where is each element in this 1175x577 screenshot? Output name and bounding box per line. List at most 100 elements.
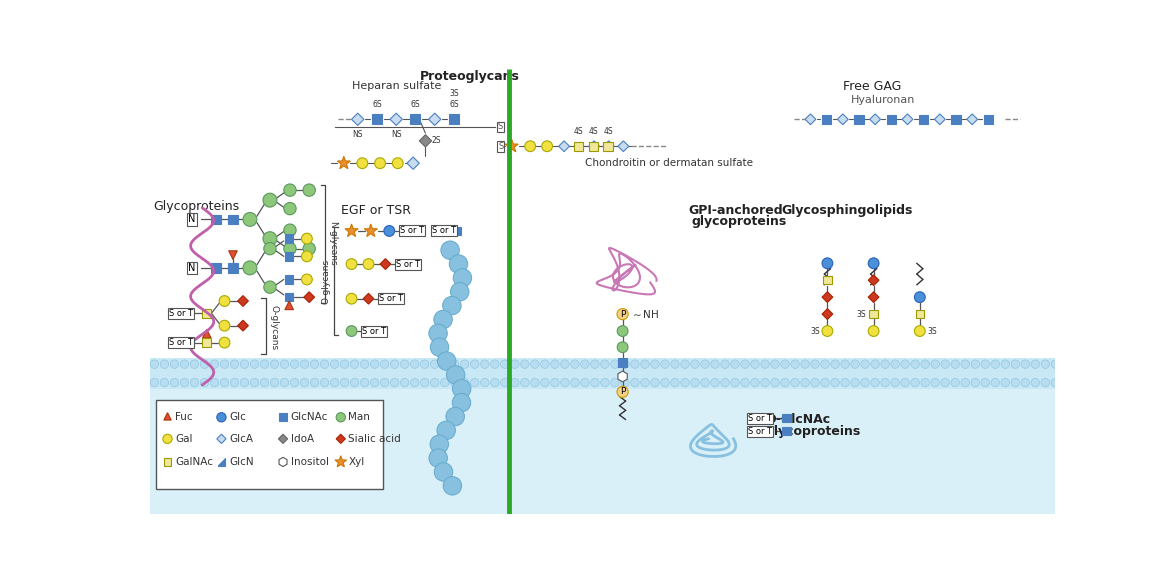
Circle shape bbox=[170, 360, 179, 368]
Circle shape bbox=[429, 324, 448, 343]
Text: N: N bbox=[188, 215, 196, 224]
Polygon shape bbox=[934, 114, 945, 125]
Text: Inositol: Inositol bbox=[290, 457, 329, 467]
Circle shape bbox=[302, 251, 313, 262]
Circle shape bbox=[521, 360, 529, 368]
Circle shape bbox=[441, 360, 449, 368]
Circle shape bbox=[617, 325, 627, 336]
Text: 6S: 6S bbox=[372, 99, 382, 108]
Bar bbox=[822, 115, 831, 124]
Circle shape bbox=[347, 258, 357, 269]
Circle shape bbox=[210, 379, 219, 387]
Text: S or T: S or T bbox=[396, 260, 419, 268]
Bar bbox=[854, 115, 864, 124]
Circle shape bbox=[1001, 360, 1009, 368]
Circle shape bbox=[511, 360, 519, 368]
Circle shape bbox=[301, 360, 309, 368]
Circle shape bbox=[303, 184, 315, 196]
Circle shape bbox=[631, 360, 639, 368]
Circle shape bbox=[220, 379, 229, 387]
Text: O-glycans: O-glycans bbox=[322, 258, 331, 304]
Polygon shape bbox=[618, 371, 627, 382]
Circle shape bbox=[611, 360, 619, 368]
Circle shape bbox=[1041, 360, 1049, 368]
Circle shape bbox=[631, 379, 639, 387]
Circle shape bbox=[449, 255, 468, 273]
Circle shape bbox=[700, 360, 710, 368]
Text: 3S: 3S bbox=[927, 327, 936, 336]
Text: P: P bbox=[620, 310, 625, 319]
Circle shape bbox=[461, 360, 469, 368]
Circle shape bbox=[851, 360, 859, 368]
Circle shape bbox=[281, 360, 289, 368]
Text: Gal: Gal bbox=[175, 434, 193, 444]
Circle shape bbox=[801, 360, 810, 368]
Circle shape bbox=[401, 360, 409, 368]
Circle shape bbox=[1010, 360, 1020, 368]
Circle shape bbox=[284, 242, 296, 255]
Circle shape bbox=[831, 379, 839, 387]
Circle shape bbox=[220, 360, 229, 368]
Circle shape bbox=[281, 379, 289, 387]
Circle shape bbox=[430, 338, 449, 357]
Text: Fuc: Fuc bbox=[175, 413, 193, 422]
Circle shape bbox=[751, 379, 759, 387]
Bar bbox=[983, 115, 993, 124]
Circle shape bbox=[771, 379, 779, 387]
Bar bbox=[919, 115, 928, 124]
Text: EGF or TSR: EGF or TSR bbox=[341, 204, 411, 216]
Polygon shape bbox=[967, 114, 978, 125]
Circle shape bbox=[971, 360, 980, 368]
Circle shape bbox=[290, 379, 298, 387]
Circle shape bbox=[1021, 379, 1029, 387]
Circle shape bbox=[560, 360, 569, 368]
Circle shape bbox=[240, 379, 249, 387]
Circle shape bbox=[660, 379, 670, 387]
Text: S: S bbox=[498, 142, 504, 151]
Circle shape bbox=[435, 463, 452, 481]
Circle shape bbox=[446, 366, 465, 384]
Circle shape bbox=[219, 337, 230, 348]
Text: 3S: 3S bbox=[857, 310, 866, 319]
Circle shape bbox=[891, 379, 899, 387]
Text: Glc: Glc bbox=[229, 413, 246, 422]
Circle shape bbox=[434, 310, 452, 329]
Circle shape bbox=[452, 380, 471, 398]
Circle shape bbox=[180, 379, 189, 387]
Bar bbox=[915, 310, 924, 319]
Text: GlcN: GlcN bbox=[229, 457, 254, 467]
Circle shape bbox=[881, 360, 889, 368]
Text: S or T: S or T bbox=[168, 338, 193, 347]
Text: glycoproteins: glycoproteins bbox=[766, 425, 861, 437]
Text: IdoA: IdoA bbox=[290, 434, 314, 444]
Circle shape bbox=[250, 360, 258, 368]
Text: P: P bbox=[620, 387, 625, 396]
Bar bbox=[217, 458, 226, 466]
Circle shape bbox=[250, 379, 258, 387]
Circle shape bbox=[841, 360, 850, 368]
Circle shape bbox=[200, 379, 209, 387]
Circle shape bbox=[1032, 360, 1040, 368]
Circle shape bbox=[410, 360, 419, 368]
Bar bbox=[228, 215, 237, 224]
Circle shape bbox=[951, 379, 960, 387]
Circle shape bbox=[911, 360, 919, 368]
Circle shape bbox=[321, 379, 329, 387]
Circle shape bbox=[531, 379, 539, 387]
Polygon shape bbox=[237, 320, 248, 331]
Circle shape bbox=[971, 379, 980, 387]
Text: glycoproteins: glycoproteins bbox=[691, 215, 786, 228]
Text: Proteoglycans: Proteoglycans bbox=[421, 70, 521, 84]
Circle shape bbox=[190, 379, 199, 387]
Circle shape bbox=[302, 274, 313, 285]
Circle shape bbox=[350, 379, 358, 387]
Bar bbox=[618, 358, 626, 367]
Polygon shape bbox=[838, 114, 848, 125]
Circle shape bbox=[446, 407, 464, 426]
Polygon shape bbox=[237, 295, 248, 306]
Circle shape bbox=[470, 379, 479, 387]
Circle shape bbox=[914, 292, 925, 302]
Bar bbox=[952, 115, 961, 124]
Circle shape bbox=[1001, 379, 1009, 387]
Circle shape bbox=[821, 379, 830, 387]
